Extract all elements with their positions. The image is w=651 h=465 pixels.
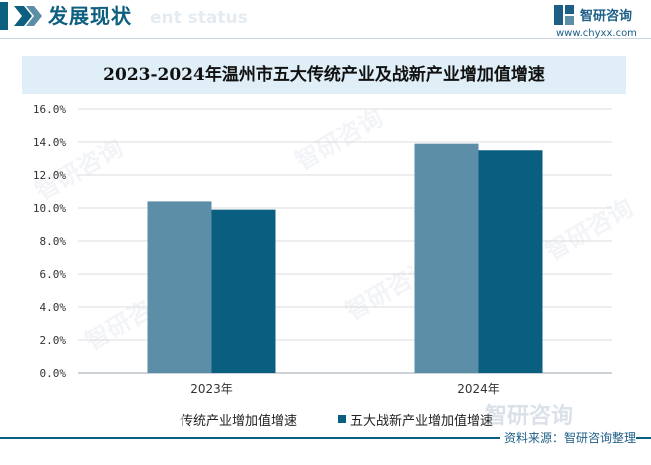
watermark-footer-text: 智研咨询 [485,404,574,429]
legend-item-emerging-label: 五大战新产业增加值增速 [350,414,494,429]
logo-url: www.chyxx.com [556,28,637,39]
x-tick-label: 2024年 [457,382,500,396]
header-divider [0,38,651,39]
y-tick-label: 8.0% [40,235,67,248]
axis-layer: 0.0% 2.0% 4.0% 6.0% 8.0% 10.0% 12.0% 14.0% 16.0%… [33,103,500,396]
legend-item-traditional-label: 传统产业增加值增速 [180,414,298,429]
chart-title-band [22,56,626,94]
bar [414,143,479,373]
y-tick-label: 2.0% [40,334,67,347]
zhiyan-logo-icon [554,5,574,25]
y-tick-label: 6.0% [40,268,67,281]
source-divider [0,437,651,439]
header-watermark-text: ent status [150,8,248,28]
source-note: 资料来源：智研咨询整理 [500,429,637,446]
y-tick-label: 4.0% [40,301,67,314]
bar [147,201,212,373]
chart-title: 2023-2024年温州市五大传统产业及战新产业增加值增速 [103,65,545,85]
y-tick-label: 10.0% [33,202,66,215]
y-tick-label: 12.0% [33,169,66,182]
bar [211,209,276,373]
x-tick-label: 2023年 [190,382,233,396]
header-accent-bar [0,2,8,30]
page-title: 发展现状 [48,4,132,28]
bar [478,150,543,373]
bar-layer [147,143,543,373]
y-tick-label: 16.0% [33,103,66,116]
logo-name: 智研咨询 [580,9,633,24]
legend-fade-overlay [8,412,183,430]
double-chevron-icon [14,6,42,26]
y-tick-label: 0.0% [40,367,67,380]
page-header: 发展现状 ent status [0,0,651,48]
y-tick-label: 14.0% [33,136,66,149]
legend-item-emerging-swatch [338,415,346,423]
